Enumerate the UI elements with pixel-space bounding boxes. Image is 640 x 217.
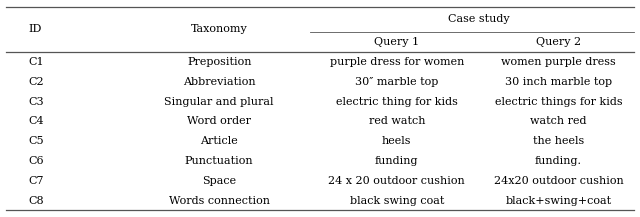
Text: women purple dress: women purple dress: [501, 57, 616, 67]
Text: Query 2: Query 2: [536, 37, 581, 47]
Text: Query 1: Query 1: [374, 37, 419, 47]
Text: C4: C4: [29, 116, 44, 126]
Text: C8: C8: [29, 196, 44, 205]
Text: C2: C2: [29, 77, 44, 87]
Text: 30″ marble top: 30″ marble top: [355, 77, 438, 87]
Text: Taxonomy: Taxonomy: [191, 24, 248, 34]
Text: red watch: red watch: [369, 116, 425, 126]
Text: electric things for kids: electric things for kids: [495, 97, 622, 107]
Text: 24 x 20 outdoor cushion: 24 x 20 outdoor cushion: [328, 176, 465, 186]
Text: heels: heels: [382, 136, 412, 146]
Text: the heels: the heels: [532, 136, 584, 146]
Text: C7: C7: [29, 176, 44, 186]
Text: Words connection: Words connection: [169, 196, 269, 205]
Text: C3: C3: [29, 97, 44, 107]
Text: Space: Space: [202, 176, 236, 186]
Text: black swing coat: black swing coat: [349, 196, 444, 205]
Text: funding: funding: [375, 156, 419, 166]
Text: ID: ID: [29, 24, 42, 34]
Text: purple dress for women: purple dress for women: [330, 57, 464, 67]
Text: Punctuation: Punctuation: [185, 156, 253, 166]
Text: C1: C1: [29, 57, 44, 67]
Text: C5: C5: [29, 136, 44, 146]
Text: Abbreviation: Abbreviation: [183, 77, 255, 87]
Text: Article: Article: [200, 136, 238, 146]
Text: black+swing+coat: black+swing+coat: [506, 196, 611, 205]
Text: C6: C6: [29, 156, 44, 166]
Text: watch red: watch red: [530, 116, 587, 126]
Text: Singular and plural: Singular and plural: [164, 97, 274, 107]
Text: Preposition: Preposition: [187, 57, 252, 67]
Text: electric thing for kids: electric thing for kids: [336, 97, 458, 107]
Text: 24x20 outdoor cushion: 24x20 outdoor cushion: [493, 176, 623, 186]
Text: funding.: funding.: [535, 156, 582, 166]
Text: Case study: Case study: [447, 14, 509, 24]
Text: Word order: Word order: [188, 116, 252, 126]
Text: 30 inch marble top: 30 inch marble top: [505, 77, 612, 87]
